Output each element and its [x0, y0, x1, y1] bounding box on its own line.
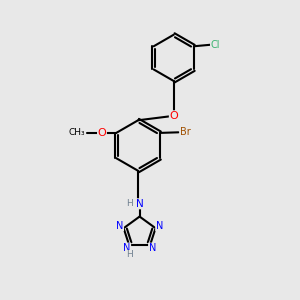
Text: CH₃: CH₃ — [69, 128, 85, 137]
Text: N: N — [148, 243, 156, 253]
Text: O: O — [98, 128, 106, 138]
Text: H: H — [126, 199, 133, 208]
Text: Cl: Cl — [211, 40, 220, 50]
Text: N: N — [123, 243, 130, 253]
Text: N: N — [156, 221, 163, 231]
Text: Br: Br — [180, 127, 190, 137]
Text: N: N — [136, 199, 143, 209]
Text: O: O — [169, 111, 178, 121]
Text: H: H — [127, 250, 133, 260]
Text: N: N — [116, 221, 124, 231]
